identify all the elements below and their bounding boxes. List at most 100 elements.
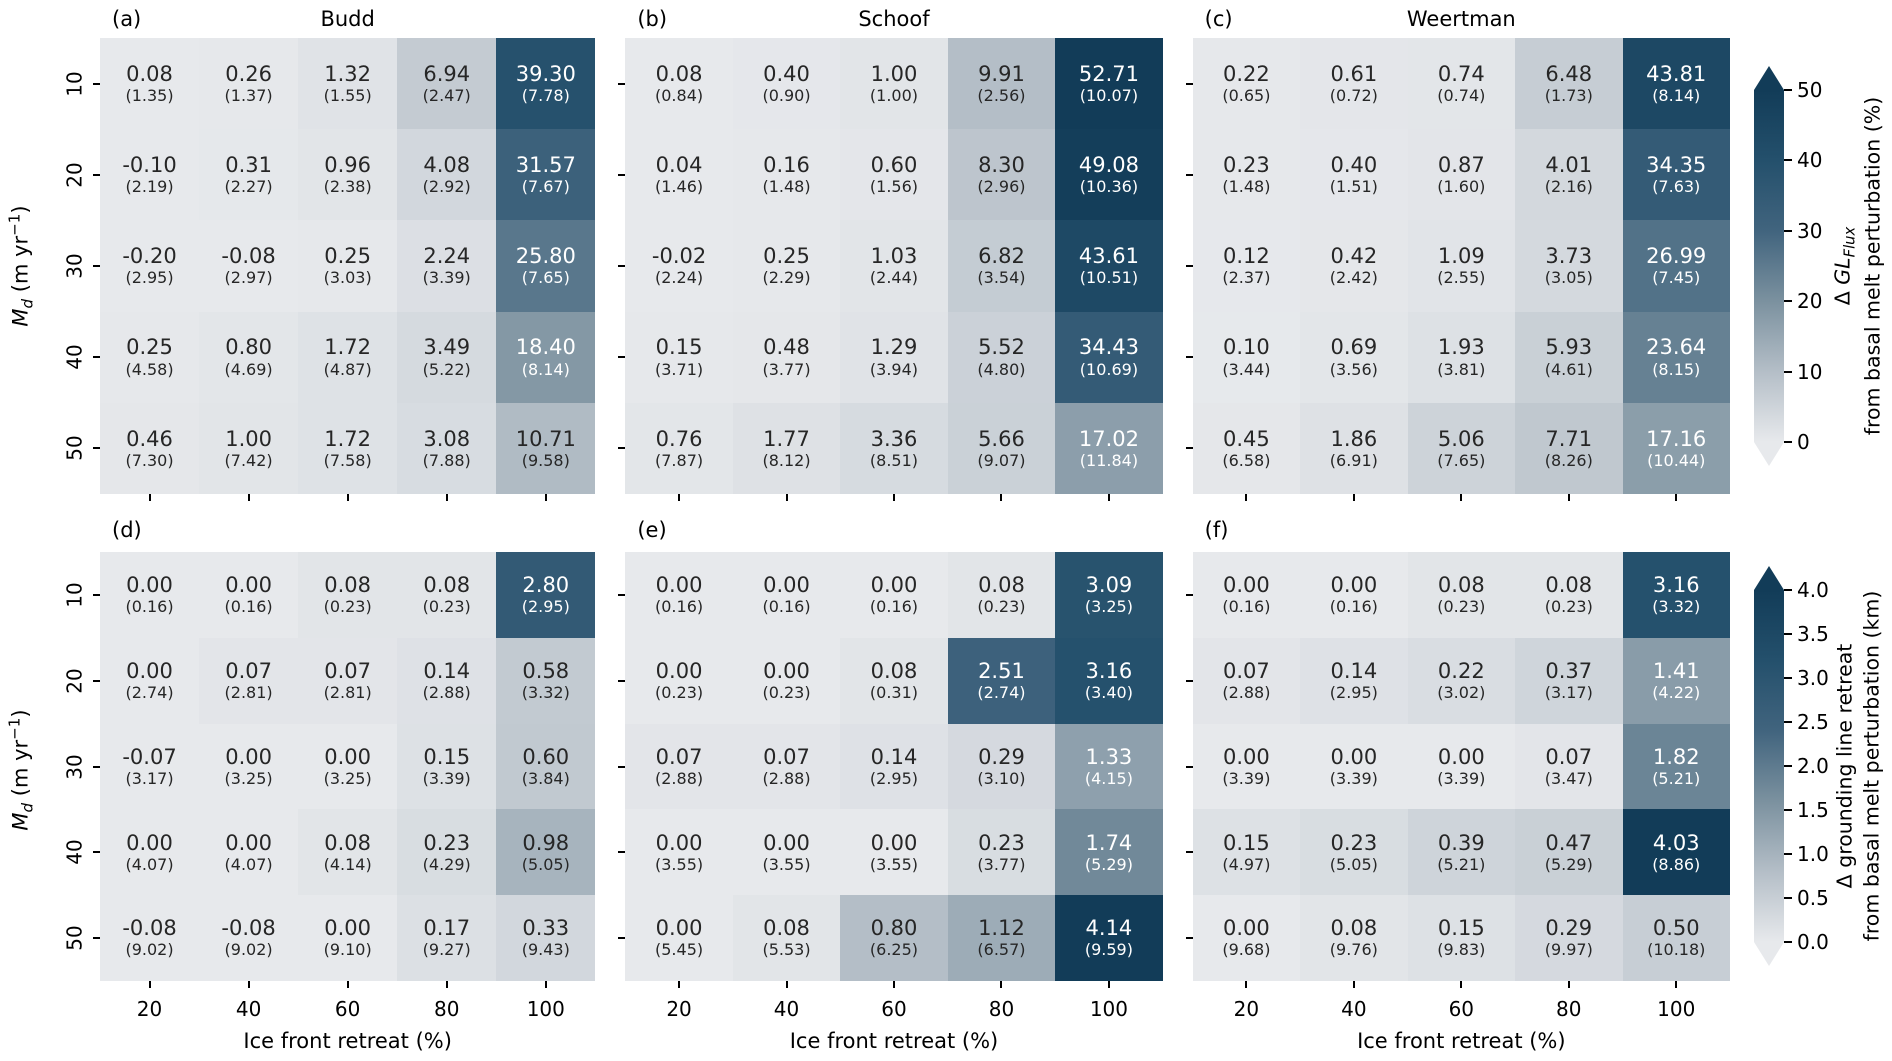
- y-tick-label: 30: [62, 253, 87, 279]
- cell-value: 0.60: [522, 744, 570, 769]
- heatmap-cell: 17.02 (11.84): [1055, 402, 1163, 494]
- cell-subvalue: (9.43): [521, 940, 570, 960]
- heatmap-cell: 1.33 (4.15): [1055, 723, 1163, 810]
- x-tick: [445, 494, 448, 501]
- heatmap-cell: 0.08 (0.84): [625, 38, 733, 130]
- y-tick: [93, 447, 100, 450]
- heatmap-grid: 0.22 (0.65) 0.61 (0.72) 0.74 (0.74) 6.48 (1.73)…: [1192, 38, 1730, 494]
- x-tick: [678, 494, 681, 501]
- heatmap-cell: 4.08 (2.92): [397, 129, 497, 221]
- colorbar-tick: [1783, 677, 1792, 679]
- cell-value: 0.00: [1223, 573, 1270, 598]
- x-tick: [1675, 494, 1678, 501]
- cell-value: 0.00: [763, 573, 810, 598]
- heatmap-cell: 9.91 (2.56): [947, 38, 1056, 130]
- y-tick: [618, 593, 626, 596]
- x-tick: [1460, 494, 1463, 501]
- cell-subvalue: (3.25): [1084, 597, 1133, 617]
- cell-value: 0.80: [870, 916, 918, 941]
- heatmap-cell: 4.03 (8.86): [1622, 809, 1730, 896]
- cell-value: 0.07: [1545, 744, 1593, 769]
- cell-value: 3.08: [423, 426, 471, 451]
- cell-value: 2.51: [978, 658, 1025, 683]
- cell-subvalue: (2.81): [323, 683, 372, 703]
- cell-value: 43.61: [1078, 244, 1139, 269]
- heatmap-cell: 5.06 (7.65): [1407, 402, 1516, 494]
- cell-subvalue: (8.86): [1652, 854, 1701, 874]
- cell-subvalue: (2.16): [1544, 177, 1593, 197]
- heatmap-cell: 1.03 (2.44): [840, 220, 948, 312]
- y-tick: [93, 851, 100, 854]
- cell-value: 10.71: [515, 426, 576, 451]
- heatmap-cell: 0.96 (2.38): [298, 129, 398, 221]
- cell-value: 0.46: [126, 426, 173, 451]
- heatmap-grid: 0.00 (0.16) 0.00 (0.16) 0.00 (0.16) 0.08 (0.23)…: [625, 552, 1163, 981]
- cell-value: 0.80: [225, 335, 272, 360]
- cell-value: 0.22: [1437, 658, 1485, 683]
- cell-subvalue: (8.15): [1652, 359, 1701, 379]
- heatmap-cell: 1.82 (5.21): [1622, 723, 1730, 810]
- cell-value: 34.35: [1646, 153, 1707, 177]
- heatmap-cell: 3.36 (8.51): [840, 402, 948, 494]
- heatmap-cell: -0.10 (2.19): [100, 129, 200, 221]
- colorbar: 0 10 20 30 40 50 Δ GLFlux from basal melt pert…: [1744, 0, 1892, 508]
- heatmap-cell: 0.39 (5.21): [1407, 809, 1516, 896]
- heatmap-cell: 0.46 (7.30): [100, 402, 200, 494]
- x-axis-ticks: [100, 494, 595, 508]
- cell-value: 0.45: [1223, 426, 1270, 451]
- colorbar-tick-label: 0.0: [1796, 930, 1829, 954]
- heatmap-cell: 1.77 (8.12): [732, 402, 841, 494]
- y-axis-ticks: [609, 552, 626, 981]
- heatmap-cell: 0.08 (1.35): [100, 38, 200, 130]
- x-tick-label: 40: [235, 997, 262, 1021]
- cell-subvalue: (5.29): [1544, 854, 1593, 874]
- y-tick: [1185, 765, 1193, 768]
- colorbar-arrow-down: [1753, 942, 1784, 966]
- cell-subvalue: (9.76): [1329, 940, 1378, 960]
- cell-subvalue: (2.95): [1329, 683, 1378, 703]
- cell-value: 1.00: [225, 426, 272, 451]
- cell-subvalue: (7.58): [323, 450, 372, 470]
- heatmap-cell: 0.00 (0.16): [732, 552, 841, 638]
- x-tick: [785, 981, 788, 988]
- cell-value: 0.08: [1545, 573, 1593, 598]
- cell-subvalue: (3.84): [521, 768, 570, 788]
- cell-subvalue: (3.17): [125, 768, 174, 788]
- cell-value: 0.00: [870, 573, 918, 598]
- y-tick: [618, 937, 626, 940]
- x-tick-label: 100: [1089, 997, 1129, 1021]
- heatmap-cell: 0.16 (1.48): [732, 129, 841, 221]
- cell-value: 3.36: [870, 426, 918, 451]
- x-tick: [148, 494, 151, 501]
- cell-subvalue: (0.16): [762, 597, 811, 617]
- cell-value: 0.39: [1437, 830, 1485, 855]
- cell-value: 1.74: [1085, 830, 1133, 855]
- cell-value: 39.30: [515, 61, 576, 86]
- y-tick: [618, 356, 626, 359]
- heatmap-cell: 0.23 (4.29): [397, 809, 497, 896]
- heatmap-cell: 0.08 (0.23): [298, 552, 398, 638]
- cell-subvalue: (2.47): [422, 85, 471, 105]
- heatmap-cell: 0.22 (0.65): [1192, 38, 1301, 130]
- cell-subvalue: (3.56): [1329, 359, 1378, 379]
- cell-value: 8.30: [978, 153, 1025, 177]
- cell-subvalue: (3.47): [1544, 768, 1593, 788]
- cell-subvalue: (0.16): [1222, 597, 1271, 617]
- colorbar-arrow-up: [1753, 566, 1784, 590]
- cell-value: 0.00: [225, 830, 272, 855]
- heatmap-cell: 0.15 (9.83): [1407, 895, 1516, 981]
- cell-subvalue: (3.39): [1222, 768, 1271, 788]
- heatmap-cell: -0.08 (9.02): [199, 895, 299, 981]
- x-tick-labels: 20 40 60 80 100: [1193, 995, 1730, 1025]
- heatmap-cell: 0.15 (3.39): [397, 723, 497, 810]
- cell-subvalue: (3.40): [1084, 683, 1133, 703]
- cell-subvalue: (0.90): [762, 85, 811, 105]
- x-tick: [1352, 494, 1355, 501]
- colorbar-tick: [1783, 89, 1792, 91]
- cell-subvalue: (4.87): [323, 359, 372, 379]
- cell-subvalue: (2.29): [762, 268, 811, 288]
- colorbar-tick: [1783, 721, 1792, 723]
- x-tick: [1460, 981, 1463, 988]
- y-tick: [93, 356, 100, 359]
